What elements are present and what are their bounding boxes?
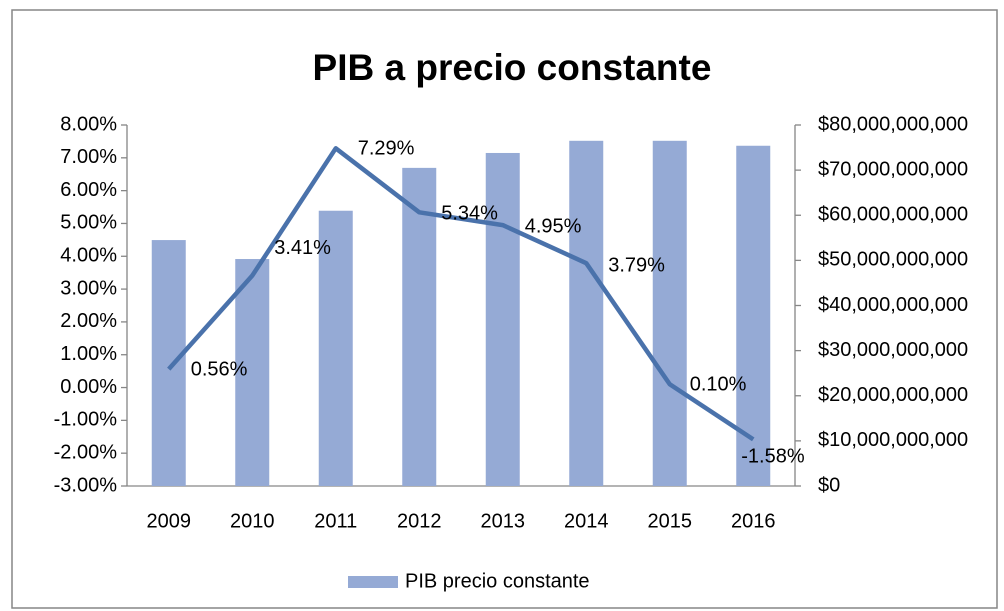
data-label: 5.34% <box>441 203 498 225</box>
legend-label: PIB precio constante <box>405 570 590 592</box>
bar <box>402 167 437 486</box>
bar <box>318 210 353 487</box>
y-tick-label: 1.00% <box>60 343 117 365</box>
x-tick-label: 2009 <box>147 510 192 532</box>
x-tick-label: 2016 <box>731 510 776 532</box>
bar <box>485 152 520 487</box>
y-tick-label: -2.00% <box>54 441 118 463</box>
y-tick-label: 7.00% <box>60 146 117 168</box>
legend-swatch <box>348 576 398 588</box>
x-tick-label: 2013 <box>481 510 526 532</box>
data-label: 0.56% <box>191 358 248 380</box>
y-tick-label: -1.00% <box>54 409 118 431</box>
y-tick-label: -3.00% <box>54 474 118 496</box>
y2-tick-label: $10,000,000,000 <box>818 429 968 451</box>
y2-tick-label: $50,000,000,000 <box>818 249 968 271</box>
y2-tick-label: $0 <box>818 474 840 496</box>
y-tick-label: 8.00% <box>60 113 117 135</box>
y2-tick-label: $30,000,000,000 <box>818 339 968 361</box>
data-label: 3.79% <box>608 254 665 276</box>
y2-tick-label: $60,000,000,000 <box>818 204 968 226</box>
x-tick-label: 2015 <box>648 510 693 532</box>
bar <box>652 140 687 486</box>
bar <box>736 145 771 486</box>
bar <box>151 240 186 486</box>
y-tick-label: 5.00% <box>60 212 117 234</box>
data-label: 0.10% <box>690 374 747 396</box>
y2-tick-label: $70,000,000,000 <box>818 158 968 180</box>
y2-tick-label: $20,000,000,000 <box>818 384 968 406</box>
y-tick-label: 4.00% <box>60 245 117 267</box>
x-tick-label: 2011 <box>314 510 357 532</box>
x-tick-label: 2010 <box>230 510 275 532</box>
y-tick-label: 0.00% <box>60 376 117 398</box>
x-tick-label: 2014 <box>564 510 609 532</box>
bar <box>235 259 270 486</box>
data-label: 4.95% <box>525 215 582 237</box>
x-tick-label: 2012 <box>397 510 442 532</box>
y2-tick-label: $80,000,000,000 <box>818 113 968 135</box>
line <box>167 146 755 442</box>
data-label: 7.29% <box>358 138 415 160</box>
data-label: -1.58% <box>741 446 805 468</box>
y2-tick-label: $40,000,000,000 <box>818 294 968 316</box>
y-tick-label: 6.00% <box>60 179 117 201</box>
chart-title: PIB a precio constante <box>313 47 712 88</box>
y-tick-label: 3.00% <box>60 277 117 299</box>
y-tick-label: 2.00% <box>60 310 117 332</box>
bar <box>569 140 604 486</box>
data-label: 3.41% <box>274 237 331 259</box>
